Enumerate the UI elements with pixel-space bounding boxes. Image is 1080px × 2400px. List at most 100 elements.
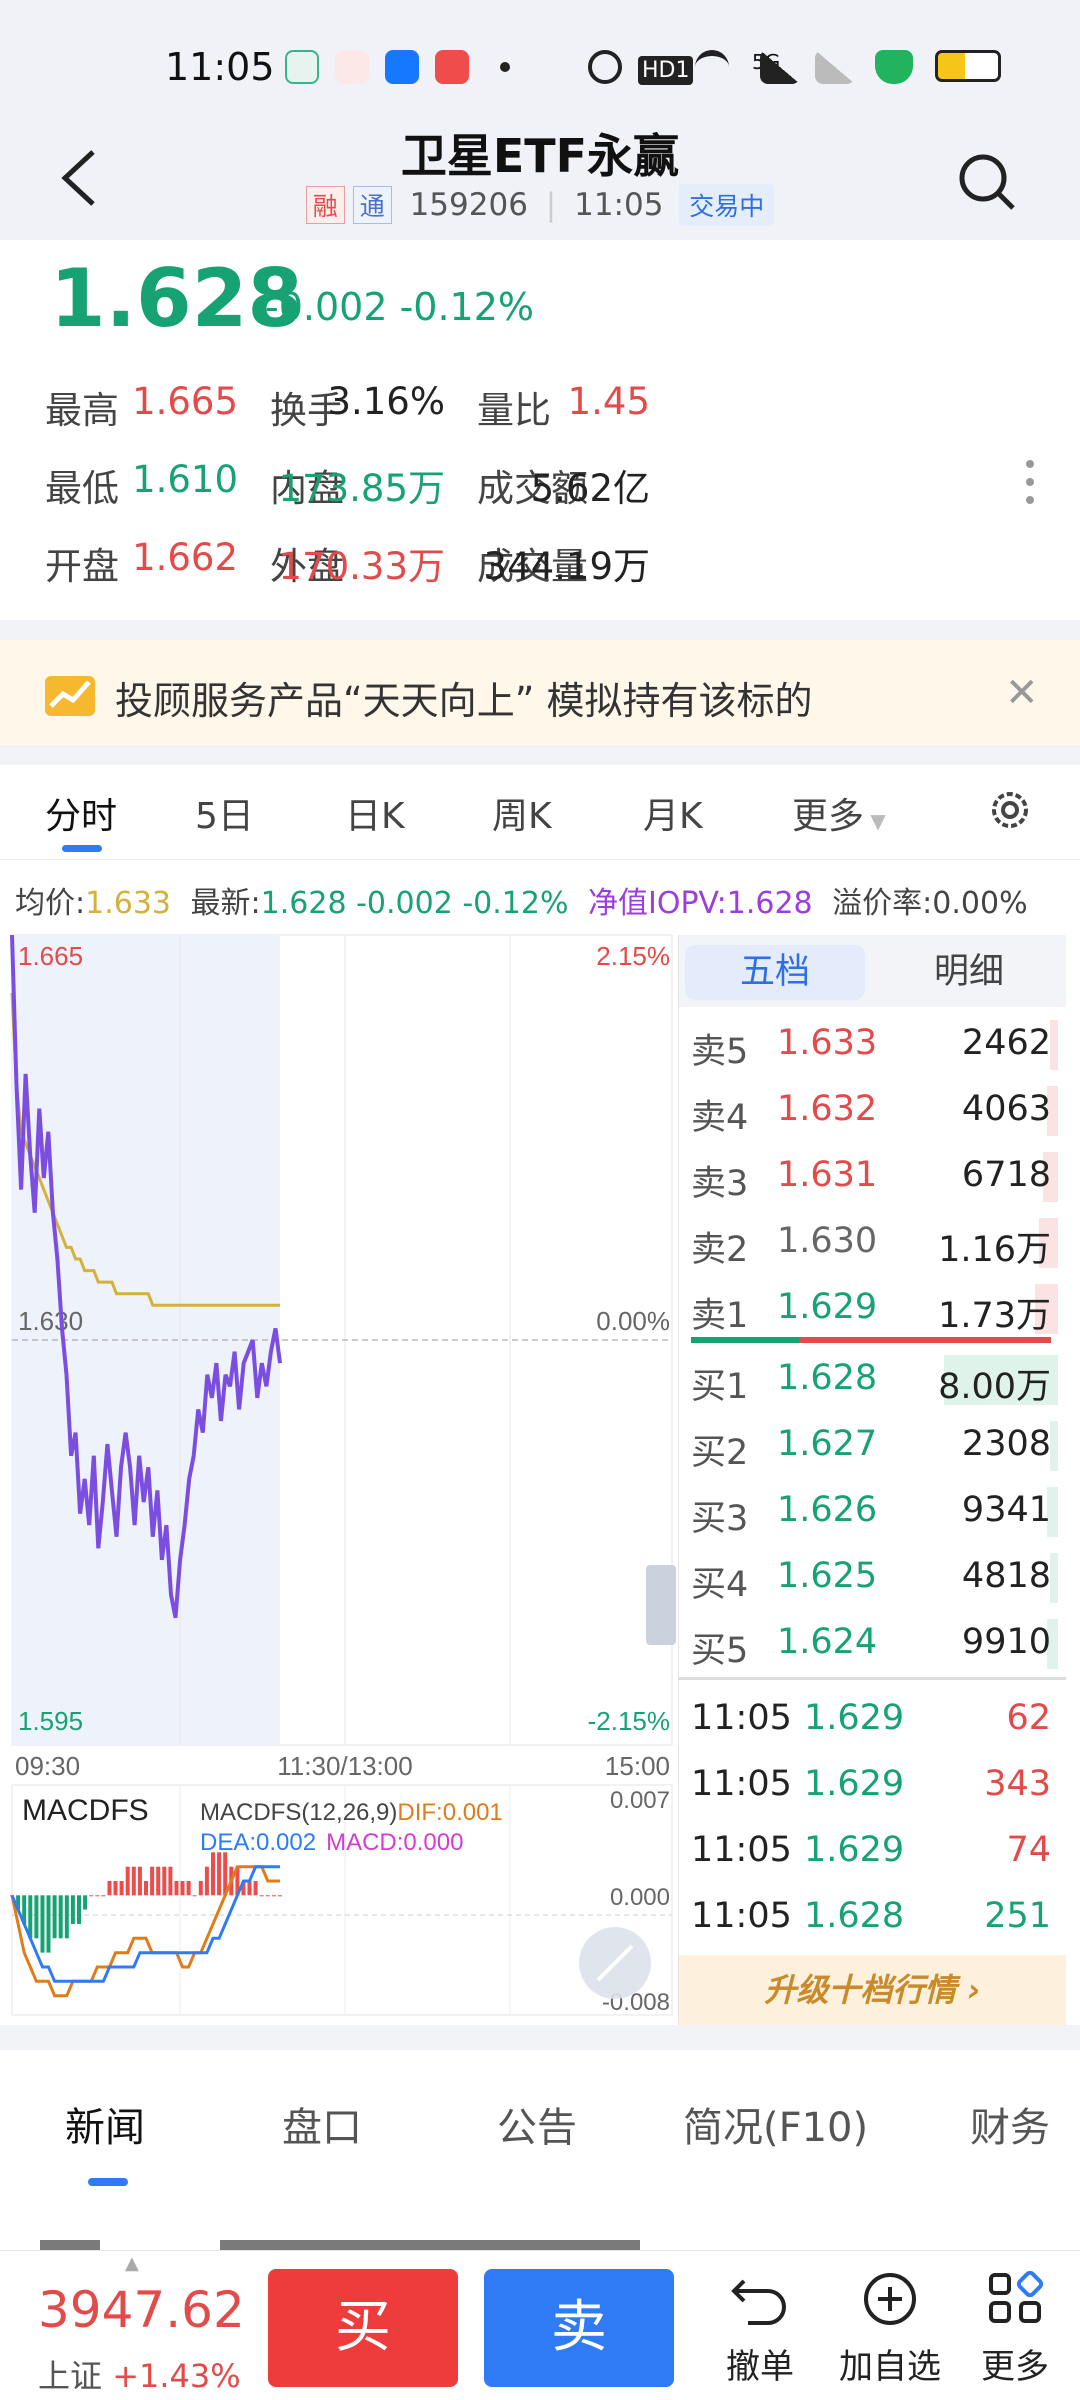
macd-histogram-bar (144, 1881, 148, 1896)
intraday-chart-area[interactable]: 1.665 1.630 1.595 2.15% 0.00% -2.15% 09:… (0, 925, 680, 2025)
buy-button[interactable]: 买 (268, 2269, 458, 2387)
back-arrow-icon[interactable] (55, 148, 105, 208)
trade-tick-row: 11:05 1.629 74 (679, 1822, 1066, 1888)
stat-label: 内盘 (270, 467, 344, 510)
top-nav: 卫星ETF永赢 融通 159206 | 11:05 交易中 (0, 120, 1080, 240)
ask-level-row[interactable]: 卖5 1.633 2462 (679, 1015, 1066, 1081)
pct-high-label: 2.15% (596, 941, 670, 971)
macd-legend-2: DEA:0.002 MACD:0.000 (200, 1829, 463, 1856)
macd-histogram-bar (22, 1895, 27, 1924)
cancel-order-button[interactable]: 撤单 (700, 2271, 820, 2388)
volume-bar (1050, 1020, 1058, 1070)
tab-announcements[interactable]: 公告 (497, 2105, 577, 2151)
stat-label: 量比 (477, 389, 551, 432)
chart-info-line: 均价:1.633 最新:1.628 -0.002 -0.12% 净值IOPV:1… (15, 878, 1028, 922)
ask-level-row[interactable]: 卖3 1.631 6718 (679, 1147, 1066, 1213)
macd-histogram-bar (28, 1895, 33, 1939)
undo-icon (731, 2279, 786, 2325)
expand-chart-icon[interactable] (579, 1927, 651, 1999)
tab-details[interactable]: 明细 (933, 952, 1004, 992)
macd-histogram-bar (247, 1881, 252, 1896)
signal-icon (760, 50, 800, 84)
ask-level-row[interactable]: 卖1 1.629 1.73万 (679, 1279, 1066, 1345)
side-panel-toggle[interactable] (646, 1565, 676, 1645)
bid-level-row[interactable]: 买2 1.627 2308 (679, 1416, 1066, 1482)
add-watchlist-button[interactable]: 加自选 (830, 2271, 950, 2388)
bid-level-row[interactable]: 买1 1.628 8.00万 (679, 1350, 1066, 1416)
macd-histogram-bar (137, 1866, 142, 1896)
stat-label: 最低 (45, 467, 119, 510)
level-price: 1.631 (777, 1155, 878, 1195)
chevron-right-icon: › (967, 1971, 981, 2009)
tab-profile-f10[interactable]: 简况(F10) (683, 2105, 869, 2151)
tab-financials[interactable]: 财务 (970, 2105, 1050, 2151)
order-book-panel: 五档 明细 卖5 1.633 2462 卖4 1.632 4063 卖3 1.631 6718 卖… (678, 935, 1066, 2025)
tab-news[interactable]: 新闻 (65, 2105, 145, 2151)
tab-5day[interactable]: 5日 (195, 796, 254, 837)
macd-histogram-bar (211, 1852, 215, 1896)
iopv-value: 1.628 (726, 886, 813, 921)
level-label: 买3 (691, 1499, 749, 1539)
volume-bar (1046, 1487, 1058, 1537)
quote-stats-row: 最高 1.665 换手 3.16% 量比 1.45 (45, 380, 1045, 458)
ask-level-row[interactable]: 卖4 1.632 4063 (679, 1081, 1066, 1147)
macd-histogram-bar (217, 1852, 222, 1896)
macd-params: MACDFS(12,26,9) (200, 1799, 397, 1826)
level-volume: 4063 (961, 1089, 1051, 1129)
bid-level-row[interactable]: 买5 1.624 9910 (679, 1614, 1066, 1680)
macd-dif-line (10, 1865, 280, 1998)
collapse-caret-icon[interactable]: ▲ (125, 2253, 139, 2274)
dot-icon (500, 62, 510, 72)
security-shield-icon (875, 50, 913, 84)
bid-level-row[interactable]: 买4 1.625 4818 (679, 1548, 1066, 1614)
macd-histogram-bar (101, 1895, 106, 1897)
intraday-chart[interactable]: 1.665 1.630 1.595 2.15% 0.00% -2.15% 09:… (0, 925, 680, 2025)
market-state-badge: 交易中 (679, 184, 775, 226)
tab-five-levels[interactable]: 五档 (685, 945, 865, 1000)
ask-level-row[interactable]: 卖2 1.630 1.16万 (679, 1213, 1066, 1279)
macd-histogram-bar (40, 1895, 45, 1953)
tick-price: 1.629 (804, 1764, 905, 1804)
macd-histogram-bar (131, 1866, 136, 1896)
avg-label: 均价: (15, 886, 86, 921)
tab-more[interactable]: 更多 ▼ (792, 787, 886, 839)
level-volume: 2462 (961, 1023, 1051, 1063)
more-menu-button[interactable]: 更多 (955, 2271, 1075, 2388)
tab-daily-k[interactable]: 日K (345, 796, 405, 837)
level-price: 1.627 (777, 1424, 878, 1464)
alipay-icon (385, 50, 419, 84)
index-value[interactable]: 3947.62 (38, 2281, 245, 2339)
active-tab-indicator (62, 845, 102, 852)
macd-indicator-name[interactable]: MACDFS (22, 1794, 149, 1827)
more-stats-icon[interactable] (1026, 460, 1036, 520)
stat-value: 5.62亿 (530, 467, 650, 510)
volume-bar (1042, 1152, 1058, 1202)
gear-icon[interactable] (985, 785, 1035, 835)
level-volume: 8.00万 (938, 1367, 1051, 1407)
advisory-banner[interactable]: 投顾服务产品“天天向上” 模拟持有该标的 ✕ (0, 640, 1080, 745)
stat-label: 外盘 (270, 545, 344, 588)
banner-text: 投顾服务产品“天天向上” 模拟持有该标的 (115, 679, 813, 723)
level-volume: 4818 (961, 1556, 1051, 1596)
tab-weekly-k[interactable]: 周K (492, 796, 552, 837)
tab-monthly-k[interactable]: 月K (643, 796, 703, 837)
order-book-tabs: 五档 明细 (679, 935, 1066, 1007)
last-price: 1.628 (50, 252, 304, 345)
index-change: +1.43% (112, 2357, 241, 2395)
section-separator (0, 745, 1080, 765)
tab-order-book[interactable]: 盘口 (282, 2105, 362, 2151)
macd-histogram-bar (107, 1881, 112, 1896)
stat-label: 开盘 (45, 545, 119, 588)
trade-tick-row: 11:05 1.628 251 (679, 1888, 1066, 1954)
tick-vol: 74 (1006, 1830, 1051, 1870)
search-icon[interactable] (955, 150, 1019, 214)
upgrade-level10-button[interactable]: 升级十档行情 › (679, 1955, 1066, 2025)
close-icon[interactable]: ✕ (1005, 670, 1039, 716)
quote-stats-row: 最低 1.610 内盘 173.85万 成交额 5.62亿 (45, 458, 1045, 536)
tab-intraday[interactable]: 分时 (45, 796, 118, 837)
sell-button[interactable]: 卖 (484, 2269, 674, 2387)
stat-label: 换手 (270, 389, 344, 432)
alarm-icon (588, 50, 622, 84)
bid-level-row[interactable]: 买3 1.626 9341 (679, 1482, 1066, 1548)
macd-histogram-bar (34, 1895, 39, 1939)
